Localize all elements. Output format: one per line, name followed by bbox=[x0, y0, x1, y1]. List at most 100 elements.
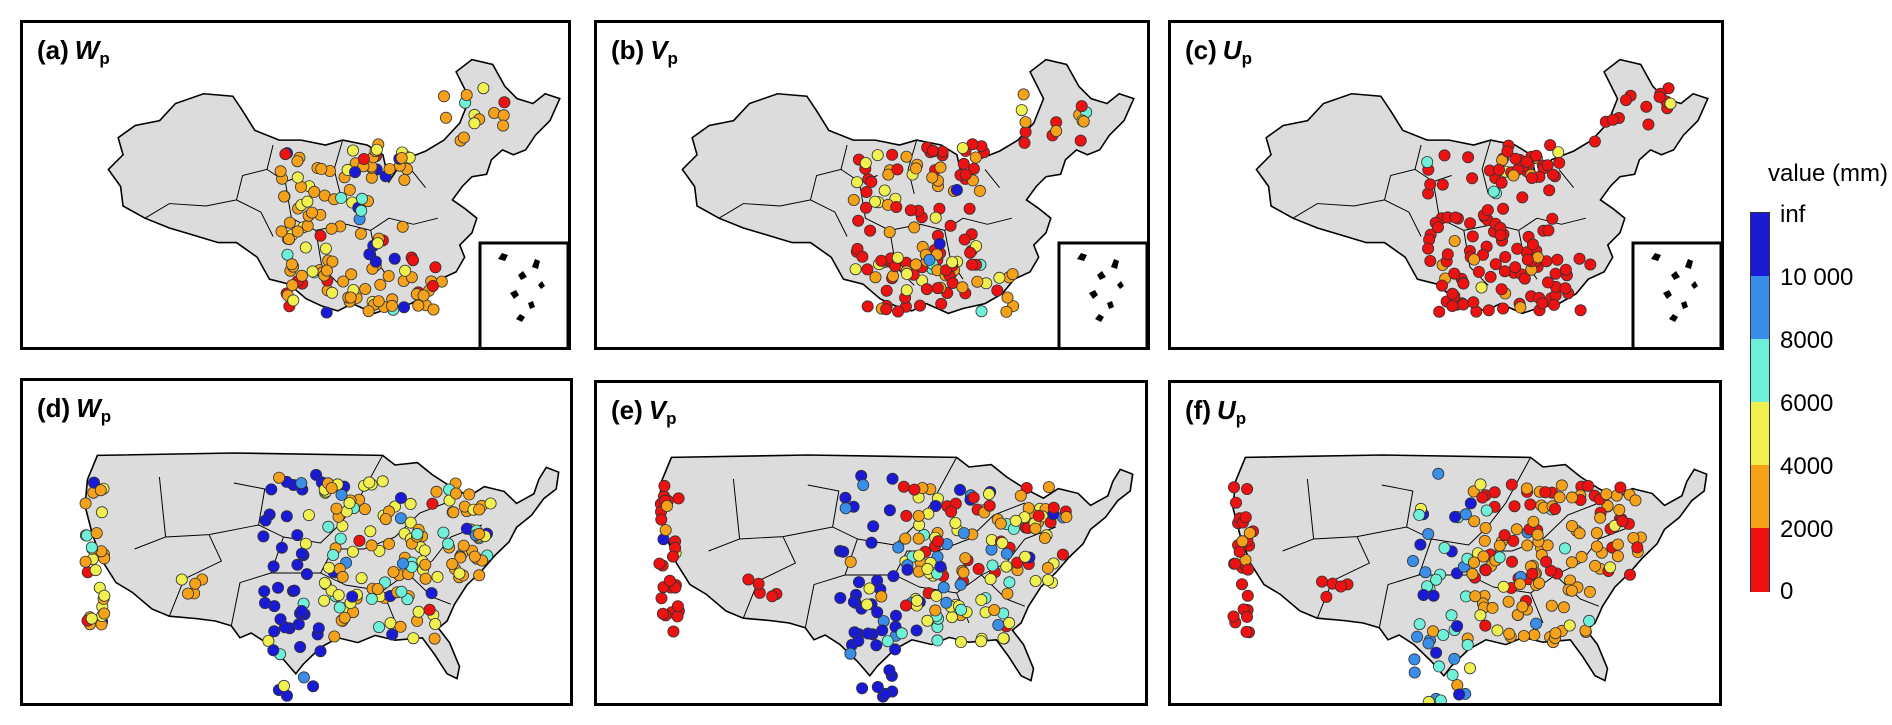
station-marker bbox=[346, 590, 359, 603]
station-marker bbox=[325, 482, 338, 495]
station-marker bbox=[742, 573, 755, 586]
station-marker bbox=[306, 265, 319, 278]
station-marker bbox=[1241, 610, 1254, 623]
country-outline bbox=[1255, 58, 1709, 315]
station-marker bbox=[881, 635, 894, 648]
station-marker bbox=[935, 297, 948, 310]
station-marker bbox=[1432, 660, 1445, 673]
station-marker bbox=[431, 570, 444, 583]
station-marker bbox=[1432, 467, 1445, 480]
station-marker bbox=[891, 163, 904, 176]
station-marker bbox=[395, 585, 408, 598]
station-marker bbox=[1498, 529, 1511, 542]
station-marker bbox=[355, 204, 368, 217]
station-marker bbox=[265, 483, 278, 496]
station-marker bbox=[1664, 97, 1677, 110]
station-marker bbox=[984, 573, 997, 586]
station-marker bbox=[926, 171, 939, 184]
station-marker bbox=[275, 225, 288, 238]
colorbar-segment bbox=[1751, 276, 1769, 340]
station-marker bbox=[357, 152, 370, 165]
station-marker bbox=[1464, 217, 1477, 230]
station-marker bbox=[868, 195, 881, 208]
station-marker bbox=[1553, 491, 1566, 504]
station-marker bbox=[852, 576, 865, 589]
station-marker bbox=[1520, 482, 1533, 495]
station-marker bbox=[379, 513, 392, 526]
station-marker bbox=[473, 527, 486, 540]
station-marker bbox=[993, 271, 1006, 284]
station-marker bbox=[1000, 547, 1013, 560]
station-marker bbox=[1229, 557, 1242, 570]
station-marker bbox=[387, 565, 400, 578]
station-marker bbox=[892, 305, 905, 318]
station-marker bbox=[1528, 628, 1541, 641]
station-marker bbox=[1539, 486, 1552, 499]
station-marker bbox=[847, 595, 860, 608]
station-marker bbox=[1559, 282, 1572, 295]
station-marker bbox=[1526, 567, 1539, 580]
station-marker bbox=[1475, 281, 1488, 294]
station-marker bbox=[419, 558, 432, 571]
station-marker bbox=[412, 605, 425, 618]
station-marker bbox=[299, 241, 312, 254]
station-marker bbox=[484, 497, 497, 510]
station-marker bbox=[1495, 176, 1508, 189]
station-marker bbox=[1530, 617, 1543, 630]
china-map bbox=[681, 58, 1147, 347]
station-marker bbox=[345, 268, 358, 281]
panel-label-f: (f) Up bbox=[1185, 395, 1247, 428]
station-marker bbox=[1228, 481, 1241, 494]
station-marker bbox=[423, 603, 436, 616]
station-marker bbox=[90, 527, 103, 540]
station-marker bbox=[1482, 304, 1495, 317]
station-marker bbox=[1056, 548, 1069, 561]
station-marker bbox=[972, 562, 985, 575]
inset-islands bbox=[498, 253, 545, 322]
station-marker bbox=[1503, 627, 1516, 640]
station-marker bbox=[969, 151, 982, 164]
station-marker bbox=[994, 517, 1007, 530]
station-marker bbox=[904, 204, 917, 217]
station-marker bbox=[394, 492, 407, 505]
station-marker bbox=[856, 250, 869, 263]
station-marker bbox=[1060, 510, 1073, 523]
inset-islands bbox=[1077, 253, 1124, 322]
station-marker bbox=[1422, 527, 1435, 540]
station-marker bbox=[1509, 261, 1522, 274]
station-marker bbox=[1230, 496, 1243, 509]
station-marker bbox=[418, 544, 431, 557]
station-marker bbox=[860, 185, 873, 198]
station-marker bbox=[473, 503, 486, 516]
country-outline bbox=[681, 58, 1135, 315]
station-marker bbox=[1243, 526, 1256, 539]
station-marker bbox=[1241, 589, 1254, 602]
station-marker bbox=[956, 281, 969, 294]
station-marker bbox=[1513, 578, 1526, 591]
station-marker bbox=[181, 587, 194, 600]
station-marker bbox=[1497, 580, 1510, 593]
station-marker bbox=[343, 183, 356, 196]
station-marker bbox=[326, 255, 339, 268]
station-marker bbox=[1495, 283, 1508, 296]
station-marker bbox=[1516, 600, 1529, 613]
station-marker bbox=[1611, 538, 1624, 551]
station-marker bbox=[1003, 576, 1016, 589]
station-marker bbox=[386, 628, 399, 641]
station-marker bbox=[991, 284, 1004, 297]
station-marker bbox=[1426, 625, 1439, 638]
colorbar-tick: 6000 bbox=[1780, 390, 1834, 417]
station-marker bbox=[900, 267, 913, 280]
station-marker bbox=[1492, 163, 1505, 176]
station-marker bbox=[79, 555, 92, 568]
station-marker bbox=[372, 295, 385, 308]
station-marker bbox=[1527, 515, 1540, 528]
station-marker bbox=[1240, 625, 1253, 638]
station-marker bbox=[449, 487, 462, 500]
station-marker bbox=[849, 263, 862, 276]
station-marker bbox=[912, 532, 925, 545]
station-marker bbox=[957, 566, 970, 579]
station-marker bbox=[912, 510, 925, 523]
station-marker bbox=[1474, 609, 1487, 622]
station-marker bbox=[1457, 298, 1470, 311]
